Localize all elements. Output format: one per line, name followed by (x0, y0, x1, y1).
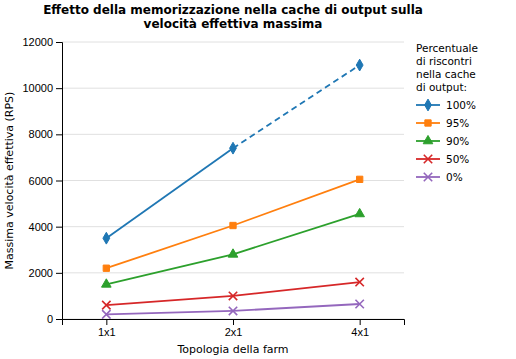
y-tick-mark (56, 319, 62, 320)
grid (62, 42, 404, 319)
marker (355, 278, 363, 286)
marker (103, 232, 110, 244)
legend-title: Percentualedi riscontrinella cachedi out… (416, 42, 478, 93)
series-line (106, 296, 233, 305)
series-line (233, 214, 360, 254)
legend-marker (424, 155, 432, 163)
x-tick: 2x1 (225, 319, 243, 338)
legend-item: 95% (416, 117, 469, 129)
x-axis: 1x1 2x1 4x1 (63, 319, 405, 338)
legend-label: 100% (446, 99, 476, 111)
legend-marker (423, 135, 433, 143)
y-tick-mark (56, 227, 62, 228)
y-tick: 6000 (29, 175, 62, 187)
marker (229, 292, 237, 300)
y-axis-line (56, 43, 63, 320)
grid-line (62, 134, 404, 135)
x-tick-label: 2x1 (225, 326, 243, 338)
grid-line (62, 42, 404, 43)
series-line (106, 254, 233, 284)
x-tick: 4x1 (351, 319, 369, 338)
legend-label: 50% (446, 153, 469, 165)
grid-line (62, 180, 404, 181)
y-tick-mark (56, 88, 62, 89)
marker (102, 301, 110, 309)
series-line (233, 179, 360, 225)
y-tick-label: 0 (47, 313, 53, 325)
series-line (106, 226, 233, 269)
series (102, 208, 365, 287)
plot: 0 2000 4000 6000 8000 10000 12000 1x1 2x1 4x1 (22, 36, 404, 338)
marks (102, 59, 365, 318)
x-tick-label: 1x1 (98, 326, 116, 338)
legend: Percentualedi riscontrinella cachedi out… (416, 42, 478, 183)
legend-item: 50% (416, 153, 469, 165)
marker (230, 222, 236, 228)
legend-label: 0% (446, 171, 463, 183)
y-tick: 12000 (22, 36, 62, 48)
y-tick-label: 4000 (29, 221, 53, 233)
marker (102, 279, 112, 287)
legend-label: 90% (446, 135, 469, 147)
y-tick-mark (56, 42, 62, 43)
series-line (106, 148, 233, 238)
marker (357, 176, 363, 182)
y-tick: 0 (47, 313, 62, 325)
series (103, 59, 363, 244)
y-tick: 10000 (22, 82, 62, 94)
marker (230, 142, 237, 154)
title: Effetto della memorizzazione nella cache… (43, 3, 423, 31)
series-line (233, 282, 360, 296)
legend-marker (425, 120, 431, 126)
y-tick: 2000 (29, 267, 62, 279)
legend-label: 95% (446, 117, 469, 129)
y-tick: 4000 (29, 221, 62, 233)
grid-line (62, 88, 404, 89)
series-line (233, 65, 360, 148)
y-axis-title: Massima velocità effettiva (RPS) (3, 92, 16, 270)
x-tick-mark (106, 319, 107, 325)
legend-item: 100% (416, 99, 476, 111)
legend-marker (425, 99, 432, 111)
y-tick-mark (56, 134, 62, 135)
y-tick-label: 8000 (29, 128, 53, 140)
y-tick-mark (56, 181, 62, 182)
marker (355, 300, 363, 308)
y-tick-label: 10000 (22, 82, 53, 94)
series (103, 176, 363, 271)
x-tick-label: 4x1 (351, 326, 369, 338)
x-tick-mark (360, 319, 361, 325)
marker (355, 208, 365, 216)
x-tick-mark (233, 319, 234, 325)
marker (356, 59, 363, 71)
marker (228, 249, 238, 257)
series-line (233, 304, 360, 311)
marker (103, 265, 109, 271)
legend-marker (424, 173, 432, 181)
x-axis-title: Topologia della farm (176, 343, 288, 356)
y-tick-label: 6000 (29, 175, 53, 187)
legend-item: 0% (416, 171, 463, 183)
y-tick-label: 2000 (29, 267, 53, 279)
series (102, 300, 364, 319)
legend-item: 90% (416, 135, 469, 147)
y-tick-mark (56, 273, 62, 274)
marker (229, 307, 237, 315)
y-tick-label: 12000 (22, 36, 53, 48)
chart: 0 2000 4000 6000 8000 10000 12000 1x1 2x1 4x1 Effe… (0, 0, 516, 359)
x-axis-line (63, 320, 405, 326)
grid-line (62, 272, 404, 273)
x-tick: 1x1 (98, 319, 116, 338)
y-axis: 0 2000 4000 6000 8000 10000 12000 (22, 36, 62, 325)
marker (102, 310, 110, 318)
series-line (106, 311, 233, 314)
y-tick: 8000 (29, 128, 62, 140)
series (102, 278, 364, 310)
